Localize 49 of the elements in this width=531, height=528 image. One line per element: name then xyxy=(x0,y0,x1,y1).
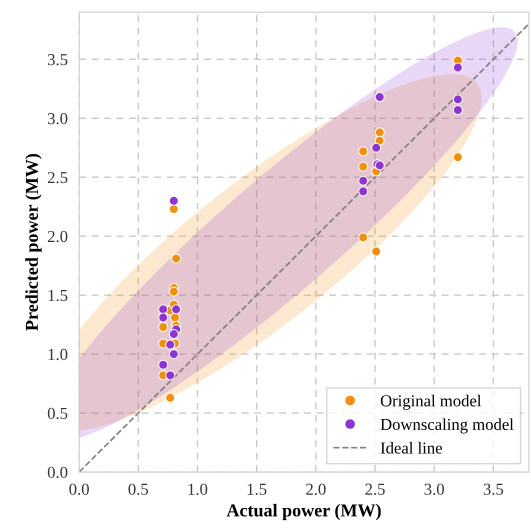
x-tick-label: 0.0 xyxy=(69,484,89,495)
point xyxy=(165,370,176,380)
y-tick-label: 2.5 xyxy=(48,172,68,184)
x-axis-title: Actual power (MW) xyxy=(226,504,381,520)
point xyxy=(358,146,368,156)
point xyxy=(171,254,182,264)
legend-label: Downscaling model xyxy=(380,418,514,434)
point xyxy=(168,349,179,360)
y-tick-label: 0.0 xyxy=(48,466,68,478)
x-tick-label: 2.5 xyxy=(365,484,385,495)
point xyxy=(452,62,463,73)
y-tick-label: 0.5 xyxy=(48,408,68,420)
y-tick-label: 3.5 xyxy=(48,54,68,66)
y-tick-label: 1.0 xyxy=(48,348,68,360)
point xyxy=(165,392,176,403)
x-tick-label: 1.0 xyxy=(188,484,208,495)
point xyxy=(374,160,385,170)
y-axis-title: Predicted power (MW) xyxy=(25,154,42,331)
x-tick-label: 3.5 xyxy=(484,484,504,495)
point xyxy=(358,176,368,186)
point xyxy=(168,204,179,214)
x-tick-label: 3.0 xyxy=(424,484,444,495)
point xyxy=(374,127,385,138)
point xyxy=(158,312,168,323)
point xyxy=(168,286,179,297)
point xyxy=(171,304,182,314)
point xyxy=(371,142,382,153)
legend-label: Ideal line xyxy=(380,442,442,454)
y-tick-label: 3.0 xyxy=(48,112,68,124)
point xyxy=(452,152,463,162)
legend-label: Original model xyxy=(380,394,482,410)
point xyxy=(452,94,463,104)
point xyxy=(158,360,168,370)
y-tick-label: 1.5 xyxy=(48,290,68,302)
y-tick-label: 2.0 xyxy=(48,230,68,242)
point xyxy=(358,232,368,242)
point xyxy=(165,340,176,350)
point xyxy=(168,196,179,206)
point xyxy=(158,322,168,332)
x-tick-label: 1.5 xyxy=(248,484,266,495)
x-tick-label: 0.5 xyxy=(128,484,148,495)
point xyxy=(374,92,385,102)
point xyxy=(371,246,382,257)
point xyxy=(158,304,168,314)
point xyxy=(452,105,463,116)
point xyxy=(168,329,179,340)
point xyxy=(358,162,368,172)
x-tick-label: 2.0 xyxy=(306,484,326,495)
point xyxy=(358,186,368,196)
